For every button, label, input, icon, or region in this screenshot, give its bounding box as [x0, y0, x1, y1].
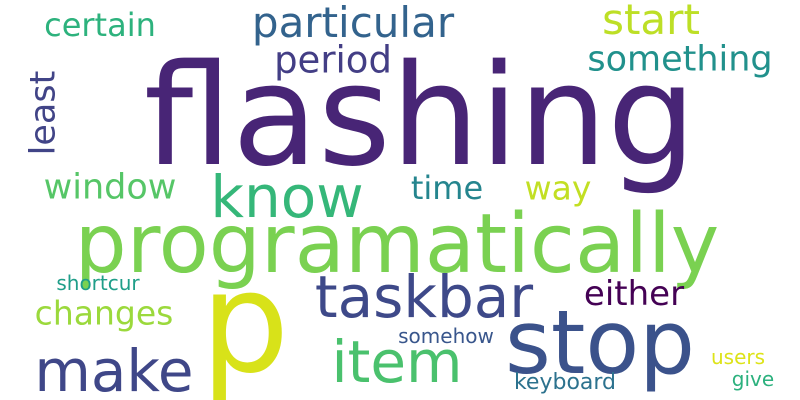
word-period: period [274, 38, 392, 82]
word-certain: certain [44, 6, 156, 44]
word-start: start [602, 0, 700, 44]
word-way: way [524, 168, 592, 208]
word-flashing: flashing [143, 35, 697, 198]
word-time: time [410, 169, 484, 207]
word-either: either [583, 274, 685, 314]
word-shortcur: shortcur [56, 271, 140, 295]
word-window: window [43, 167, 177, 208]
word-changes: changes [34, 293, 174, 333]
word-taskbar: taskbar [314, 263, 534, 331]
word-stop: stop [504, 291, 696, 394]
word-give: give [731, 367, 775, 391]
word-users: users [710, 345, 766, 369]
word-know: know [210, 163, 364, 231]
word-something: something [587, 39, 773, 80]
word-keyboard: keyboard [513, 370, 617, 395]
word-particular: particular [251, 0, 455, 47]
word-make: make [34, 337, 194, 400]
word-least: least [23, 70, 64, 156]
word-item: item [331, 328, 463, 396]
word-programatically: programatically [74, 197, 720, 292]
word-p: p [200, 242, 290, 400]
word-somehow: somehow [398, 324, 494, 348]
